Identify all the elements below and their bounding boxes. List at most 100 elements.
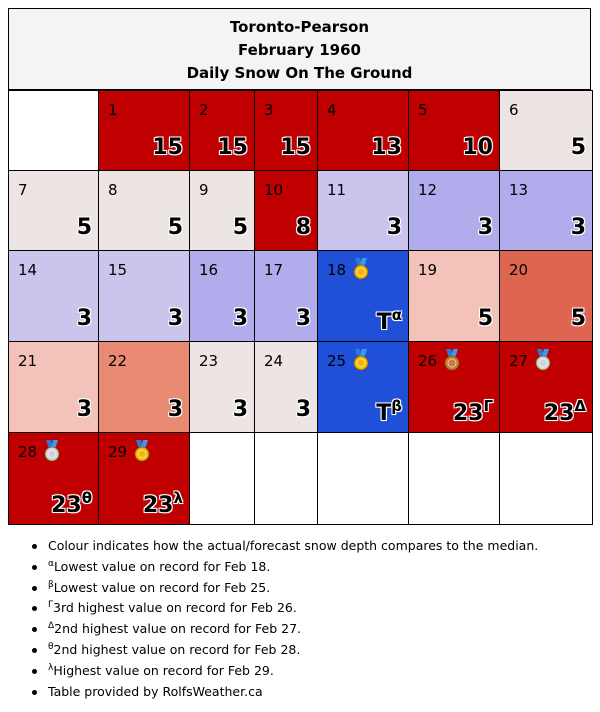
snow-depth-value: Tα [376,306,402,335]
snow-depth-number: 3 [167,306,183,331]
snow-depth-number: 15 [217,135,248,160]
footnote-marker: λ [173,489,184,507]
day-number: 23 [199,352,219,370]
day-number: 6 [509,101,519,119]
snow-depth-value: 23θ [51,489,92,518]
snow-depth-number: T [376,310,392,335]
snow-depth-number: 5 [167,215,183,240]
footnote-item: βLowest value on record for Feb 25. [30,578,538,599]
day-cell-22: 22 3 [98,341,190,433]
snow-depth-value: 3 [571,215,586,240]
footnote-text: Table provided by RolfsWeather.ca [48,683,263,699]
empty-cell [189,432,255,525]
day-cell-12: 12 3 [408,170,500,251]
day-number: 27 [509,352,529,370]
snow-depth-value: 23Δ [543,397,586,426]
footnote-list: Colour indicates how the actual/forecast… [30,536,538,702]
snow-depth-number: 10 [462,135,493,160]
day-cell-14: 14 3 [8,250,99,342]
snow-depth-value: 5 [168,215,183,240]
snow-depth-number: 23 [543,401,575,426]
snow-depth-number: 3 [295,306,311,331]
day-cell-26: 26 23Γ [408,341,500,433]
day-number: 9 [199,181,209,199]
snow-depth-number: T [376,401,392,426]
footnote-item: Δ2nd highest value on record for Feb 27. [30,619,538,640]
day-cell-24: 24 3 [254,341,318,433]
snow-depth-value: 5 [571,135,586,160]
day-number: 16 [199,261,219,279]
snow-depth-value: 8 [296,215,311,240]
empty-cell [254,432,318,525]
snow-depth-number: 5 [76,215,92,240]
snow-depth-number: 5 [477,306,493,331]
empty-cell [499,432,593,525]
day-number: 25 [327,352,347,370]
snow-depth-value: 5 [571,306,586,331]
month-label: February 1960 [238,41,361,59]
snow-depth-value: 15 [152,135,183,160]
day-number: 13 [509,181,529,199]
footnote-item: Γ3rd highest value on record for Feb 26. [30,598,538,619]
snow-depth-number: 3 [477,215,493,240]
snow-depth-value: 3 [233,306,248,331]
day-number: 7 [18,181,28,199]
snow-depth-number: 5 [570,135,586,160]
snow-depth-number: 3 [295,397,311,422]
gold-medal-icon [351,349,371,371]
day-number: 29 [108,443,128,461]
snow-depth-number: 3 [167,397,183,422]
footnote-marker: α [48,558,54,569]
station-name: Toronto-Pearson [229,18,370,36]
snow-depth-value: 13 [371,135,402,160]
day-number: 17 [264,261,284,279]
footnote-marker: α [391,306,402,324]
day-cell-5: 5 10 [408,90,500,171]
footnote-marker: Γ [483,397,493,415]
snow-depth-number: 3 [386,215,402,240]
day-cell-19: 19 5 [408,250,500,342]
snow-depth-value: 3 [478,215,493,240]
snow-depth-value: 15 [217,135,248,160]
snow-depth-value: 5 [77,215,92,240]
day-number: 19 [418,261,438,279]
snow-depth-value: 3 [77,397,92,422]
day-number: 28 [18,443,38,461]
day-cell-4: 4 13 [317,90,409,171]
day-cell-29: 29 23λ [98,432,190,525]
day-cell-18: 18 Tα [317,250,409,342]
day-number: 24 [264,352,284,370]
footnote-text: 2nd highest value on record for Feb 28. [53,641,301,657]
day-cell-23: 23 3 [189,341,255,433]
day-number: 15 [108,261,128,279]
footnote-marker: Δ [48,621,55,632]
footnote-item: Colour indicates how the actual/forecast… [30,536,538,557]
day-cell-28: 28 23θ [8,432,99,525]
footnote-marker: β [48,579,54,590]
footnote-marker: β [391,397,402,415]
silver-medal-icon [533,349,553,371]
day-cell-21: 21 3 [8,341,99,433]
day-cell-10: 10 8 [254,170,318,251]
snow-depth-number: 15 [152,135,183,160]
snow-depth-number: 3 [232,306,248,331]
snow-depth-number: 3 [76,397,92,422]
snow-depth-number: 3 [570,215,586,240]
snow-depth-value: 3 [77,306,92,331]
snow-depth-value: 10 [462,135,493,160]
empty-cell [8,90,99,171]
snow-depth-value: 3 [233,397,248,422]
gold-medal-icon [351,258,371,280]
day-number: 1 [108,101,118,119]
footnote-marker: θ [48,641,54,652]
snow-depth-number: 23 [51,493,82,518]
day-number: 4 [327,101,337,119]
table-header: Toronto-Pearson February 1960 Daily Snow… [8,8,591,90]
footnote-text: Lowest value on record for Feb 25. [53,579,271,595]
day-cell-15: 15 3 [98,250,190,342]
silver-medal-icon [42,440,62,462]
